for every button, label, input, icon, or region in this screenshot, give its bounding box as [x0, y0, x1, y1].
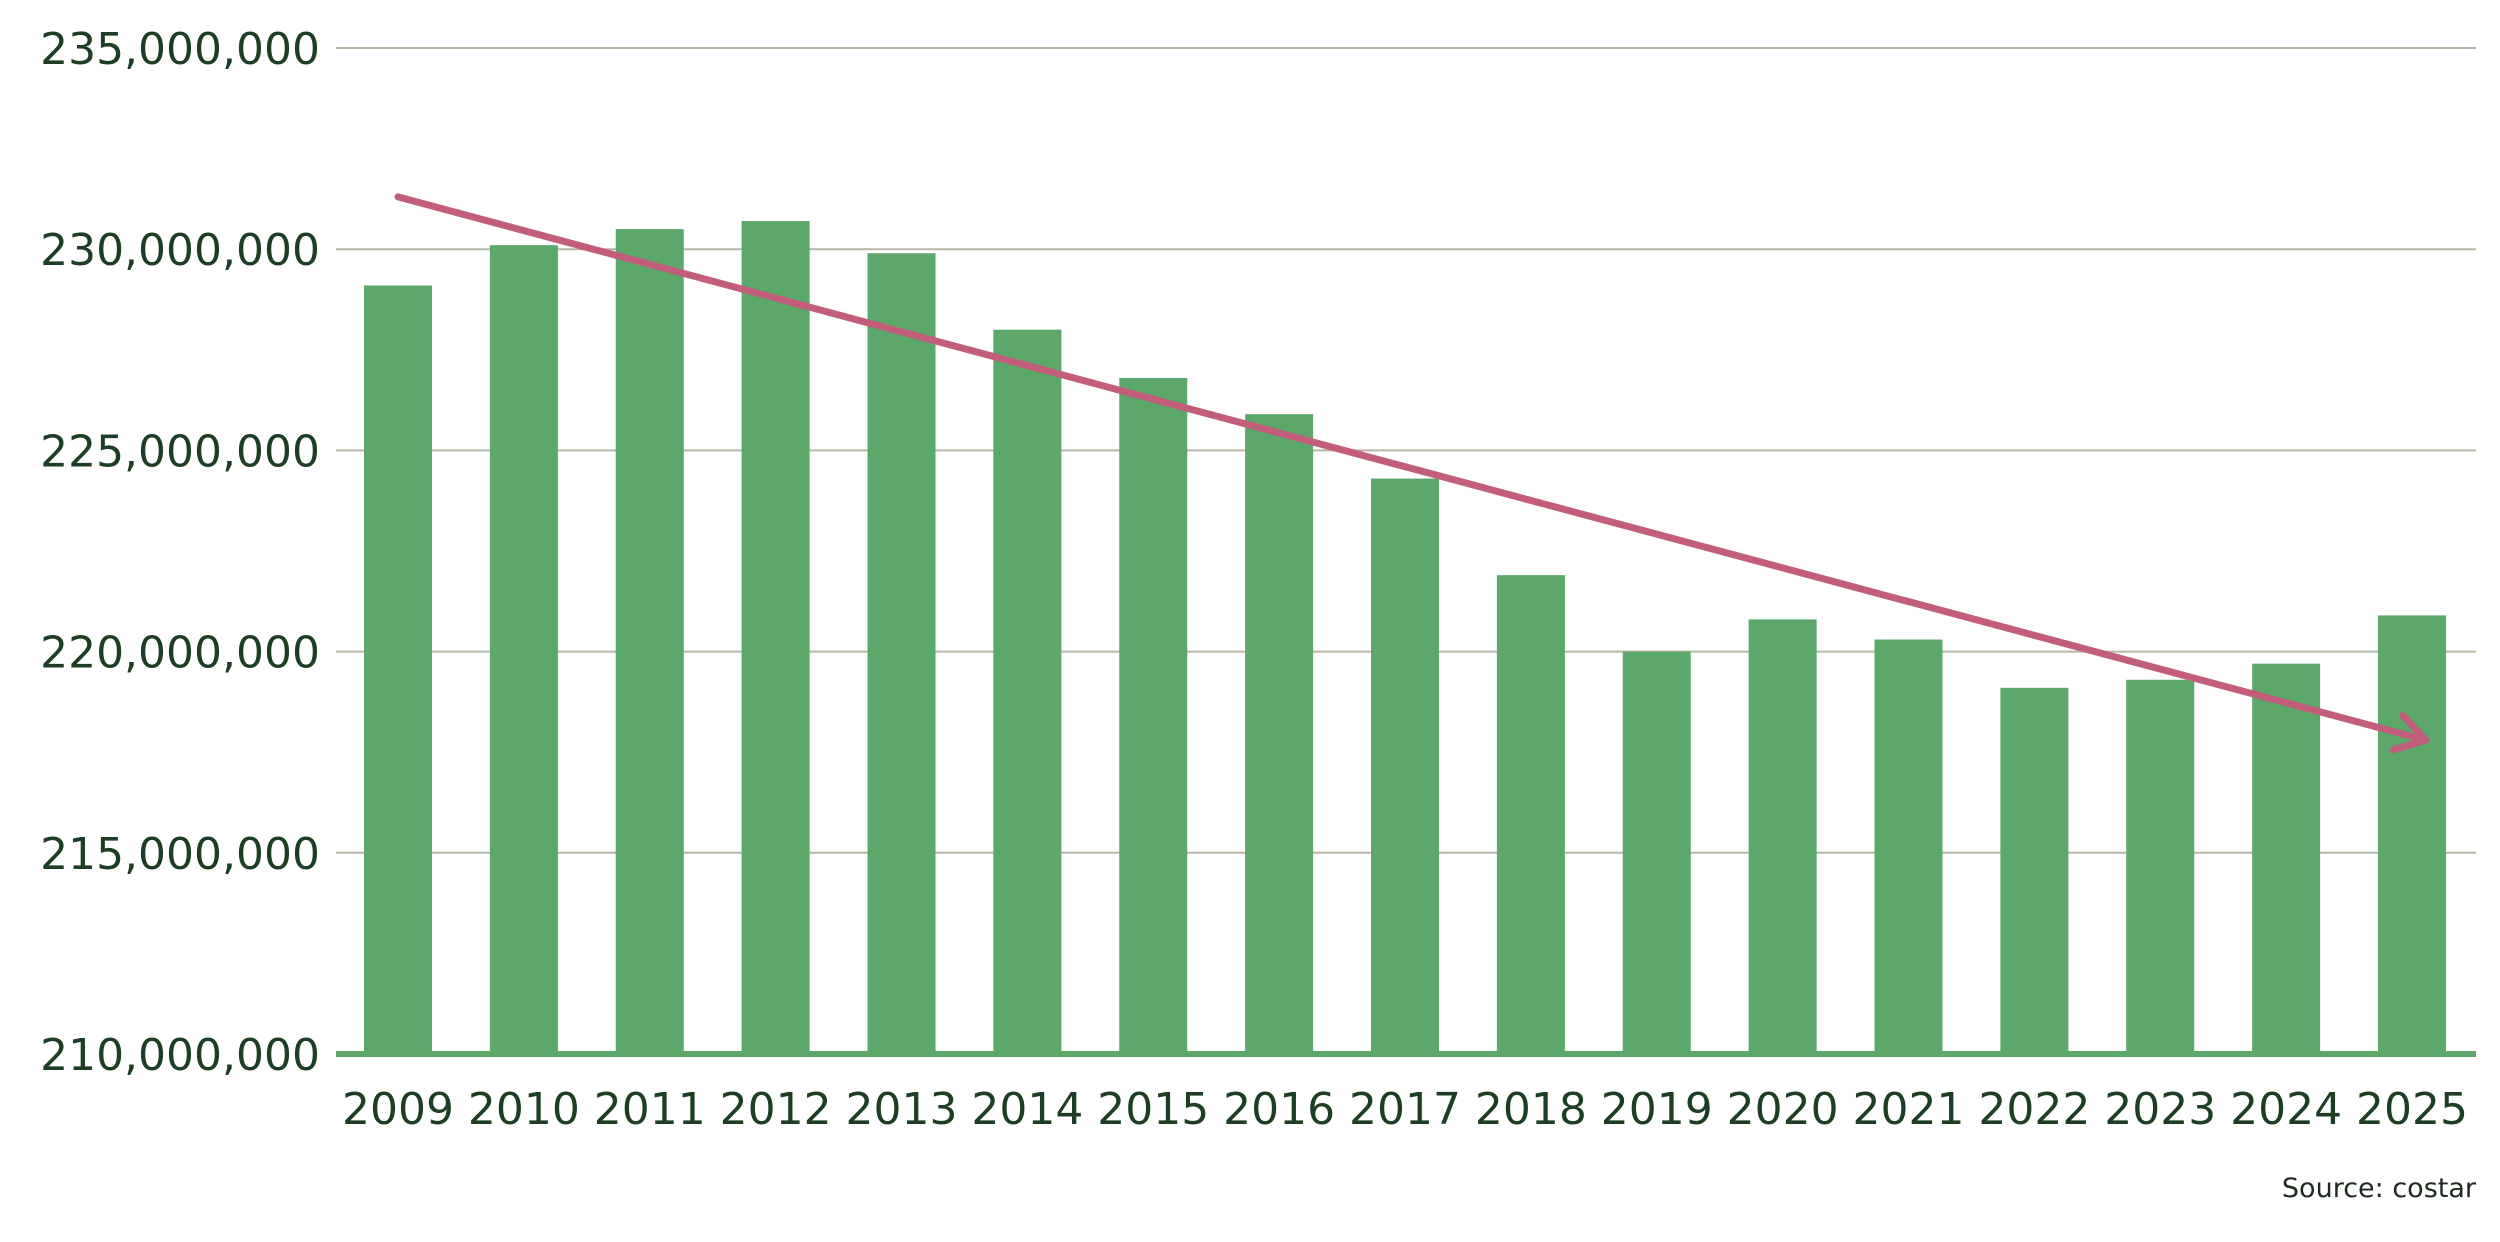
bar-2019	[1622, 651, 1691, 1054]
y-tick-label: 230,000,000	[40, 225, 320, 276]
bar-2020	[1748, 619, 1817, 1054]
trend-arrow	[394, 193, 2430, 754]
bar-2011	[615, 229, 684, 1054]
y-tick-label: 215,000,000	[40, 829, 320, 880]
bar-2009	[364, 285, 432, 1054]
x-tick-label: 2011	[594, 1084, 706, 1135]
source-label: Source: costar	[2282, 1173, 2477, 1204]
bar-2013	[867, 253, 936, 1054]
bar-2010	[489, 245, 558, 1054]
x-tick-label: 2018	[1475, 1084, 1587, 1135]
x-tick-label: 2023	[2104, 1084, 2216, 1135]
bar-2021	[1874, 639, 1943, 1054]
bar-2024	[2252, 663, 2321, 1054]
x-tick-label: 2012	[720, 1084, 832, 1135]
y-tick-label: 210,000,000	[40, 1030, 320, 1081]
bar-2023	[2126, 679, 2195, 1054]
bars	[364, 221, 2446, 1055]
y-tick-label: 220,000,000	[40, 628, 320, 679]
bar-2014	[993, 329, 1062, 1054]
x-tick-label: 2020	[1727, 1084, 1839, 1135]
x-axis-ticks: 2009 2010 2011 2012 2013 2014 2015 2016 2017 2018…	[342, 1084, 2468, 1135]
grid-lines	[336, 47, 2476, 854]
bar-2017	[1371, 478, 1439, 1054]
bar-2018	[1496, 575, 1565, 1054]
bar-2025	[2378, 615, 2446, 1054]
x-tick-label: 2021	[1853, 1084, 1965, 1135]
y-axis-ticks: 210,000,000 215,000,000 220,000,000 225,000…	[40, 24, 320, 1081]
bar-2022	[2000, 687, 2069, 1054]
y-tick-label: 225,000,000	[40, 426, 320, 477]
x-tick-label: 2013	[846, 1084, 958, 1135]
x-tick-label: 2022	[1978, 1084, 2090, 1135]
x-tick-label: 2009	[342, 1084, 454, 1135]
x-tick-label: 2010	[468, 1084, 580, 1135]
bar-2016	[1245, 414, 1314, 1055]
trend-arrow-line	[394, 193, 2422, 742]
x-tick-label: 2014	[971, 1084, 1083, 1135]
bar-2012	[741, 221, 810, 1055]
x-tick-label: 2017	[1349, 1084, 1461, 1135]
y-tick-label: 235,000,000	[40, 24, 320, 75]
trend-arrow-head	[2389, 711, 2430, 754]
x-tick-label: 2019	[1601, 1084, 1713, 1135]
x-tick-label: 2024	[2230, 1084, 2342, 1135]
bar-2015	[1119, 377, 1188, 1054]
x-tick-label: 2015	[1097, 1084, 1209, 1135]
x-tick-label: 2016	[1223, 1084, 1335, 1135]
x-tick-label: 2025	[2356, 1084, 2468, 1135]
